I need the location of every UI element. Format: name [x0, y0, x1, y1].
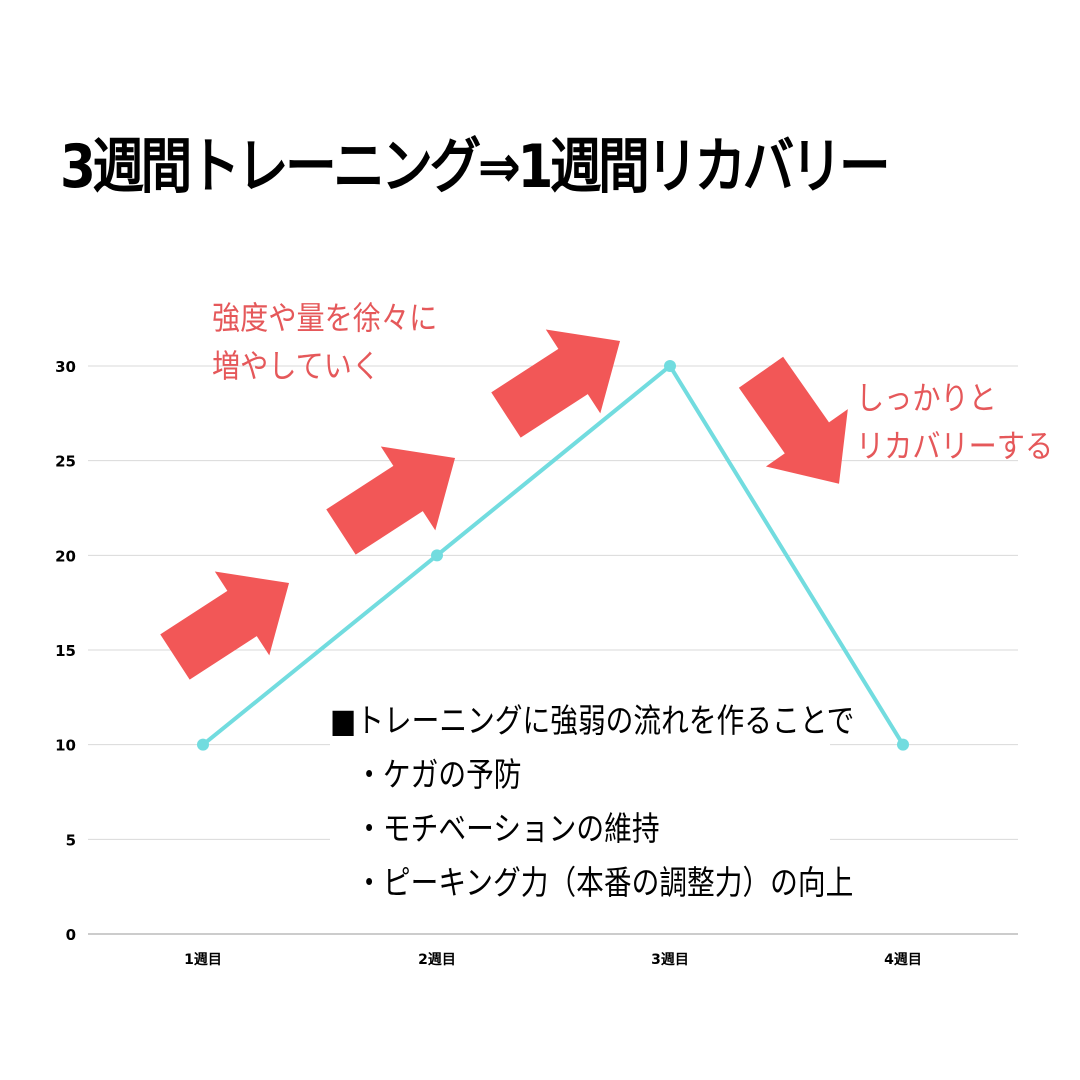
y-tick-label: 15	[55, 642, 76, 660]
down-arrow-icon	[738, 356, 848, 484]
textbox-item: ・ケガの予防	[355, 755, 522, 794]
up-arrow-icon	[326, 446, 456, 555]
y-tick-label: 5	[66, 831, 76, 849]
textbox-heading: ■トレーニングに強弱の流れを作ることで	[330, 701, 855, 740]
x-tick-label: 1週目	[184, 952, 222, 968]
page-title: 3週間トレーニング⇒1週間リカバリー	[60, 132, 891, 202]
annotation-line: 強度や量を徐々に	[212, 299, 438, 337]
recovery-annotation: しっかりと リカバリーする	[856, 374, 1053, 470]
y-tick-label: 30	[55, 358, 76, 376]
y-tick-label: 10	[55, 737, 76, 755]
benefits-textbox: ■トレーニングに強弱の流れを作ることで ・ケガの予防 ・モチベーションの維持 ・…	[330, 694, 855, 906]
y-tick-label: 0	[66, 926, 76, 944]
data-point	[431, 549, 443, 562]
data-point	[197, 738, 209, 751]
annotation-line: しっかりと	[856, 379, 997, 417]
increase-annotation: 強度や量を徐々に 増やしていく	[212, 294, 437, 390]
y-tick-label: 20	[55, 547, 76, 565]
annotation-line: リカバリーする	[856, 427, 1054, 465]
annotation-line: 増やしていく	[212, 347, 381, 385]
y-tick-label: 25	[55, 453, 76, 471]
up-arrow-icon	[491, 329, 621, 438]
x-tick-label: 3週目	[651, 952, 689, 968]
x-tick-label: 2週目	[418, 952, 456, 968]
series-line	[201, 363, 905, 747]
textbox-item: ・モチベーションの維持	[355, 809, 660, 848]
textbox-item: ・ピーキング力（本番の調整力）の向上	[355, 863, 854, 902]
up-arrow-icon	[160, 571, 290, 680]
data-point	[664, 360, 676, 372]
x-tick-label: 4週目	[884, 952, 922, 968]
data-point	[897, 738, 909, 751]
